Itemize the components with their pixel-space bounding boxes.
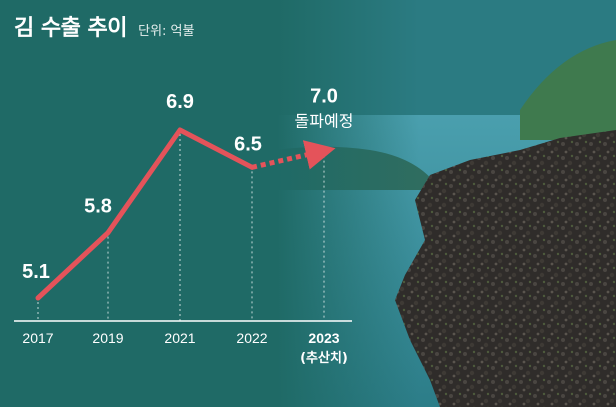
unit-label: 단위: 억불 [138, 24, 195, 39]
x-tick-label: 2022 [236, 330, 267, 346]
x-tick-label: 2021 [164, 330, 195, 346]
x-tick-label: 2023 [308, 330, 339, 346]
data-label: 6.9 [166, 91, 194, 113]
x-tick-label: 2019 [92, 330, 123, 346]
data-label: 5.8 [84, 196, 112, 218]
x-tick-label: 2017 [22, 330, 53, 346]
x-tick-sublabel: (추산치) [300, 350, 348, 366]
chart-title: 김 수출 추이 [14, 16, 128, 41]
laver-rock-icon [395, 130, 616, 407]
series-line [35, 127, 336, 301]
data-label: 7.0 [310, 86, 338, 108]
data-labels: 2017 2019 2021 2022 2023 (추산치) 5.1 5.8 6.9 6.5 7.0… [22, 86, 353, 366]
chart-header: 김 수출 추이 단위: 억불 [14, 10, 194, 42]
projection-arrow [251, 140, 336, 170]
projection-annotation: 돌파예정 [295, 112, 354, 131]
actual-series-line [35, 127, 255, 301]
gridlines [37, 134, 325, 321]
data-label: 6.5 [234, 133, 262, 155]
data-label: 5.1 [22, 261, 50, 283]
